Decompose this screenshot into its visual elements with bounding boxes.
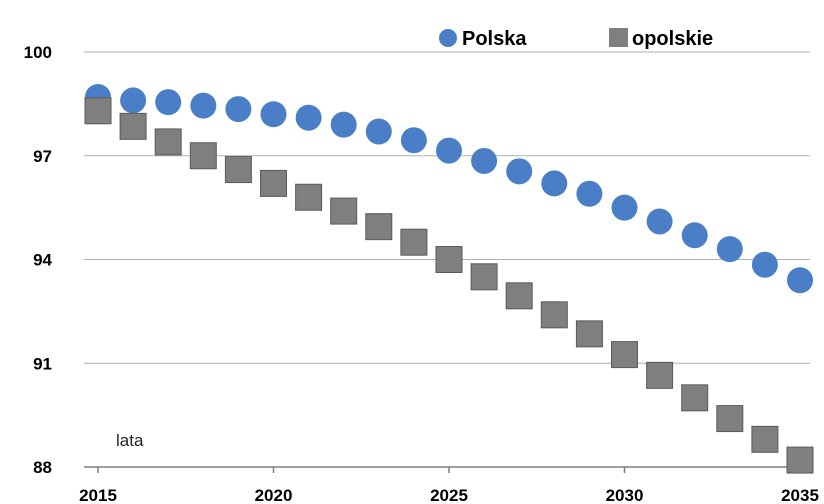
point-Polska	[681, 222, 708, 249]
legend-label: opolskie	[632, 28, 713, 50]
point-Polska	[576, 180, 603, 207]
x-tick-label: 2015	[79, 486, 117, 504]
x-axis-label: lata	[116, 431, 144, 450]
point-Polska	[120, 87, 147, 114]
x-tick-label: 2035	[781, 486, 819, 504]
point-Polska	[260, 101, 287, 128]
point-Polska	[400, 127, 427, 154]
y-tick-label: 100	[24, 43, 52, 62]
point-Polska	[471, 147, 498, 174]
point-Polska	[155, 89, 182, 116]
point-opolskie	[154, 128, 182, 156]
y-axis-ticks: 88 91 94 97 100	[24, 43, 53, 477]
x-tick-label: 2025	[430, 486, 468, 504]
x-tick-label: 2020	[255, 486, 293, 504]
point-opolskie	[84, 97, 112, 125]
y-tick-label: 91	[33, 354, 52, 373]
point-Polska	[436, 137, 462, 164]
x-axis-ticks: 2015 2020 2025 2030 2035	[79, 467, 819, 504]
point-Polska	[541, 170, 568, 197]
y-tick-label: 88	[33, 458, 52, 477]
point-opolskie	[400, 228, 428, 256]
point-opolskie	[575, 320, 603, 348]
point-Polska	[330, 111, 357, 138]
legend-marker-square	[609, 28, 628, 47]
point-opolskie	[505, 282, 533, 310]
point-opolskie	[611, 341, 638, 369]
point-opolskie	[224, 156, 252, 184]
point-opolskie	[260, 169, 287, 197]
point-opolskie	[646, 361, 674, 389]
point-opolskie	[189, 142, 217, 170]
point-Polska	[646, 208, 673, 235]
point-opolskie	[435, 246, 463, 273]
point-Polska	[225, 96, 252, 123]
point-opolskie	[540, 301, 568, 329]
y-tick-label: 97	[33, 147, 52, 166]
point-opolskie	[470, 263, 498, 291]
point-Polska	[190, 92, 217, 119]
x-tick-label: 2030	[606, 486, 644, 504]
point-opolskie	[681, 384, 709, 412]
series-layer	[84, 83, 814, 474]
point-Polska	[751, 251, 778, 278]
legend-marker-circle	[439, 29, 457, 47]
point-Polska	[506, 158, 533, 185]
point-Polska	[365, 118, 392, 145]
point-Polska	[611, 194, 638, 221]
point-opolskie	[716, 405, 744, 433]
point-opolskie	[365, 213, 393, 241]
point-opolskie	[330, 197, 358, 225]
point-opolskie	[119, 112, 147, 140]
point-opolskie	[295, 183, 323, 211]
point-opolskie	[786, 446, 814, 474]
point-Polska	[295, 104, 322, 131]
legend: Polska opolskie	[439, 28, 713, 50]
point-Polska	[787, 267, 813, 294]
point-Polska	[716, 236, 743, 263]
series-opolskie	[84, 97, 814, 474]
y-tick-label: 94	[33, 251, 52, 270]
point-opolskie	[751, 425, 779, 453]
legend-label: Polska	[462, 28, 527, 50]
